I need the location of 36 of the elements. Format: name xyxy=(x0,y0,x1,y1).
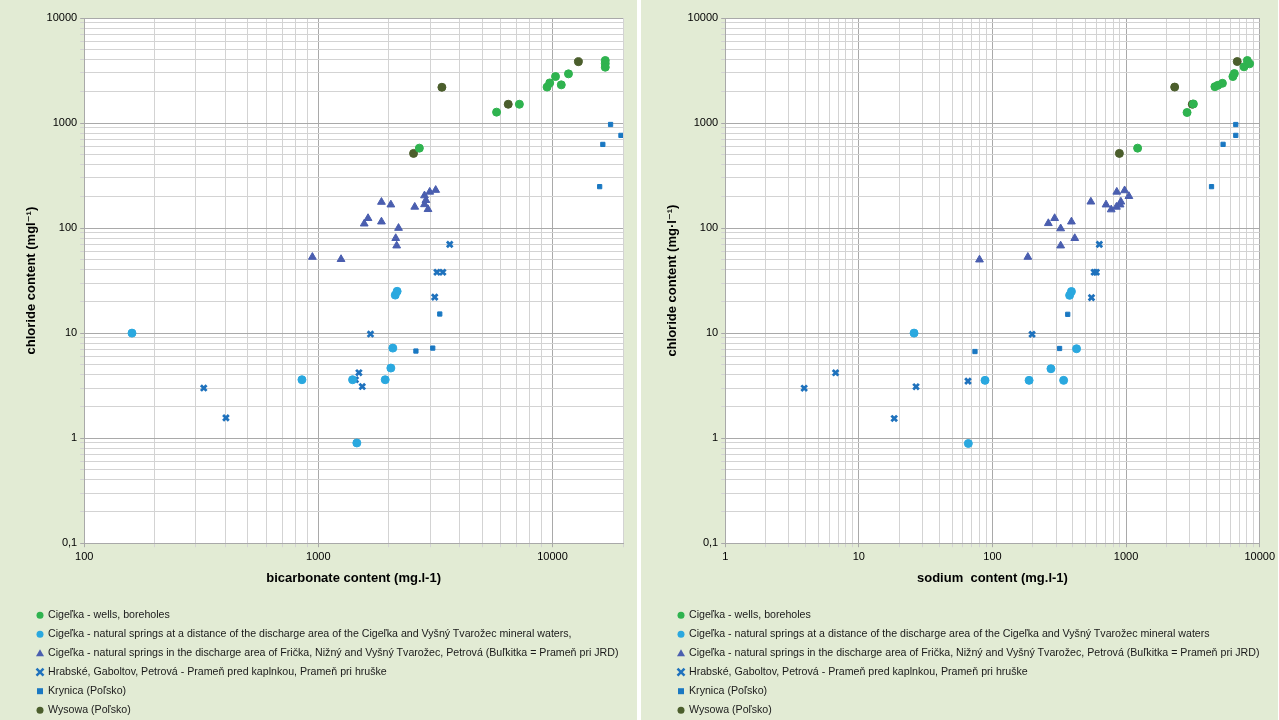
legend-label: Cigeľka - wells, boreholes xyxy=(689,608,811,621)
legend-label: Krynica (Poľsko) xyxy=(689,684,768,697)
x-tick-label: 10 xyxy=(852,549,865,562)
y-tick-label: 10 xyxy=(705,326,719,339)
legend-label: Cigeľka - natural springs at a distance of the discharge area of the Cigeľka and Vyšný Tvarožec mineral waters, xyxy=(48,627,572,640)
x-tick-label: 10000 xyxy=(537,549,568,562)
x-axis-title: sodium content (mg.l-1) xyxy=(916,569,1068,585)
y-tick-label: 100 xyxy=(58,221,78,234)
y-tick-label: 1000 xyxy=(52,116,78,129)
x-tick-label: 1000 xyxy=(1113,549,1139,562)
y-tick-label: 10000 xyxy=(687,11,719,24)
y-tick-label: 100 xyxy=(699,221,719,234)
y-tick-label: 1 xyxy=(71,431,78,444)
legend-label: Cigeľka - natural springs at a distance of the discharge area of the Cigeľka and Vyšný Tvarožec mineral waters xyxy=(689,627,1210,640)
x-axis-title: bicarbonate content (mg.l-1) xyxy=(266,569,441,585)
x-tick-label: 1000 xyxy=(306,549,331,562)
y-tick-label: 0,1 xyxy=(61,536,78,549)
legend-label: Hrabské, Gaboltov, Petrová - Prameň pred kaplnkou, Prameň pri hruške xyxy=(689,665,1028,678)
legend-label: Cigeľka - natural springs in the discharge area of Frička, Nižný and Vyšný Tvarožec, Petrová (Buľkitka = Prameň pri JRD) xyxy=(48,646,619,659)
legend-label: Cigeľka - natural springs in the discharge area of Frička, Nižný and Vyšný Tvarožec, Petrová (Buľkitka = Prameň pri JRD) xyxy=(689,646,1260,659)
legend-label: Cigeľka - wells, boreholes xyxy=(48,608,170,621)
x-tick-label: 100 xyxy=(75,549,94,562)
legend-label: Wysowa (Poľsko) xyxy=(48,703,131,716)
y-axis-title: chloride content (mg·l⁻¹) xyxy=(664,204,680,357)
legend-label: Hrabské, Gaboltov, Petrová - Prameň pred kaplnkou, Prameň pri hruške xyxy=(48,665,387,678)
y-tick-label: 1000 xyxy=(693,116,719,129)
x-tick-label: 1 xyxy=(722,549,729,562)
y-tick-label: 10000 xyxy=(46,11,78,24)
legend-label: Wysowa (Poľsko) xyxy=(689,703,772,716)
x-tick-label: 10000 xyxy=(1244,549,1275,562)
y-tick-label: 0,1 xyxy=(702,536,719,549)
x-tick-label: 100 xyxy=(983,549,1002,562)
legend-label: Krynica (Poľsko) xyxy=(48,684,127,697)
y-axis-title: chloride content (mgl⁻¹) xyxy=(23,206,39,355)
y-tick-label: 10 xyxy=(64,326,78,339)
y-tick-label: 1 xyxy=(712,431,719,444)
